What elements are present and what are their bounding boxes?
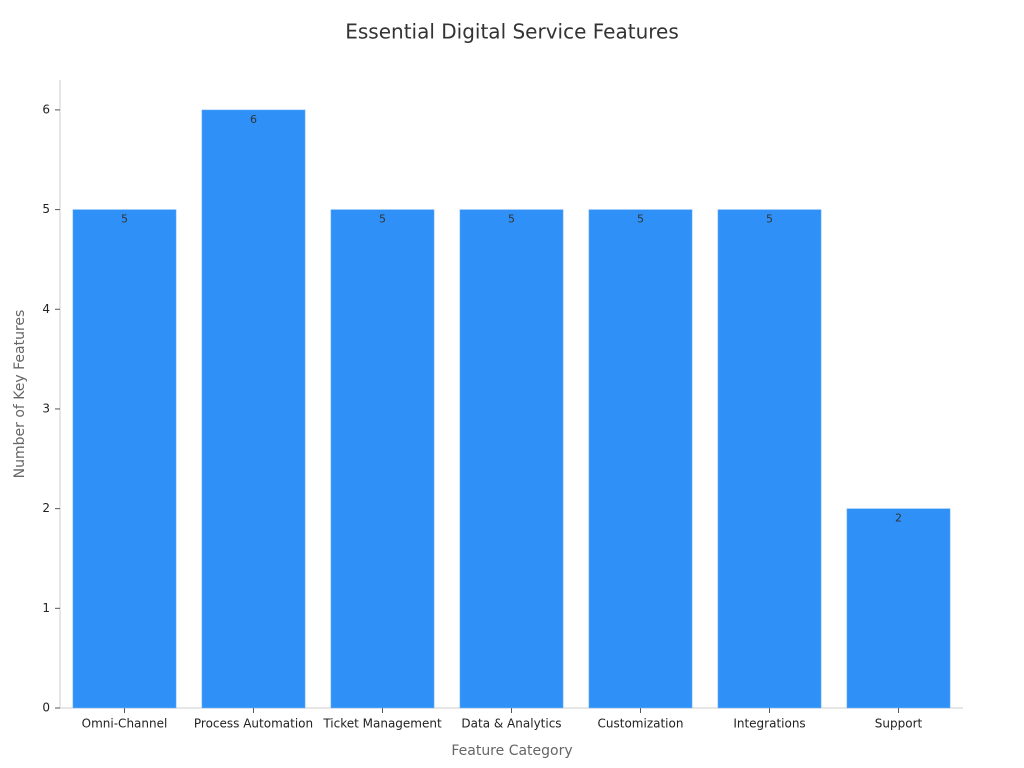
bar [330,209,435,709]
y-axis-title: Number of Key Features [12,310,28,479]
x-tick-label: Ticket Management [322,717,442,731]
data-label: 2 [895,512,902,525]
x-tick-label: Customization [598,717,684,731]
y-tick-label: 1 [42,601,50,615]
bar [459,209,564,709]
y-tick-label: 6 [42,102,50,116]
data-label: 6 [250,113,257,126]
y-tick-label: 0 [42,701,50,715]
x-tick-label: Omni-Channel [82,717,168,731]
x-axis-title: Feature Category [451,743,572,759]
bar [588,209,693,709]
y-tick-label: 3 [42,401,50,415]
bar [72,209,177,709]
data-label: 5 [379,213,386,226]
data-label: 5 [121,213,128,226]
bar [201,109,306,709]
chart-title: Essential Digital Service Features [345,20,679,44]
data-label: 5 [637,213,644,226]
x-tick-label: Integrations [733,717,805,731]
x-tick-label: Data & Analytics [461,717,561,731]
x-tick-label: Support [875,717,923,731]
bar [846,508,951,709]
data-label: 5 [766,213,773,226]
y-tick-label: 5 [42,202,50,216]
data-label: 5 [508,213,515,226]
y-tick-label: 4 [42,302,50,316]
bar [717,209,822,709]
y-tick-label: 2 [42,501,50,515]
x-tick-label: Process Automation [194,717,313,731]
